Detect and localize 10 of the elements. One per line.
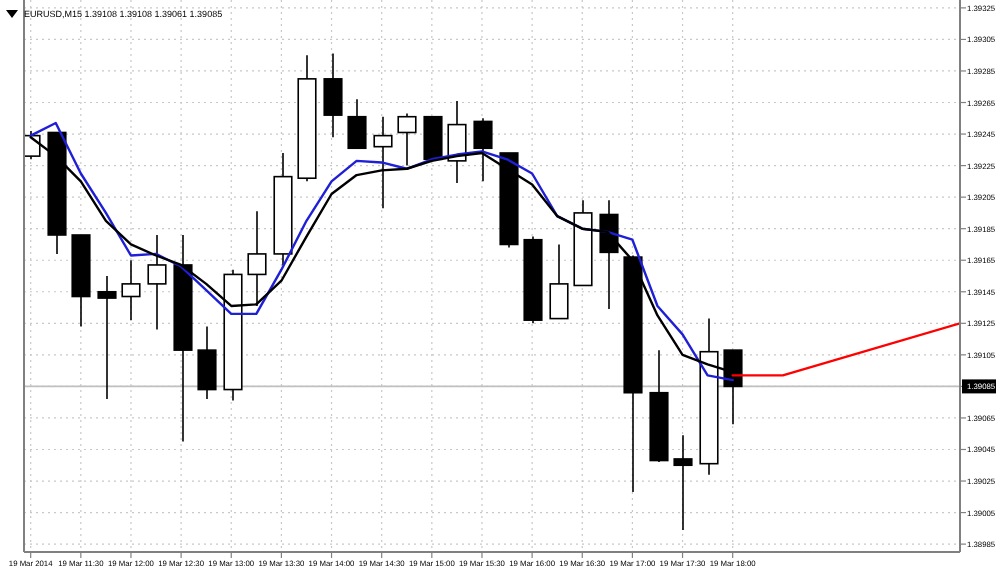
candlestick	[673, 434, 693, 531]
candlestick	[247, 210, 267, 307]
candlestick	[97, 275, 117, 400]
candlestick	[347, 98, 367, 150]
candlestick	[197, 325, 217, 400]
candlestick	[147, 234, 167, 331]
candlestick	[121, 259, 141, 321]
candlestick	[599, 199, 619, 310]
candlestick	[549, 243, 569, 320]
candlestick	[323, 52, 343, 139]
